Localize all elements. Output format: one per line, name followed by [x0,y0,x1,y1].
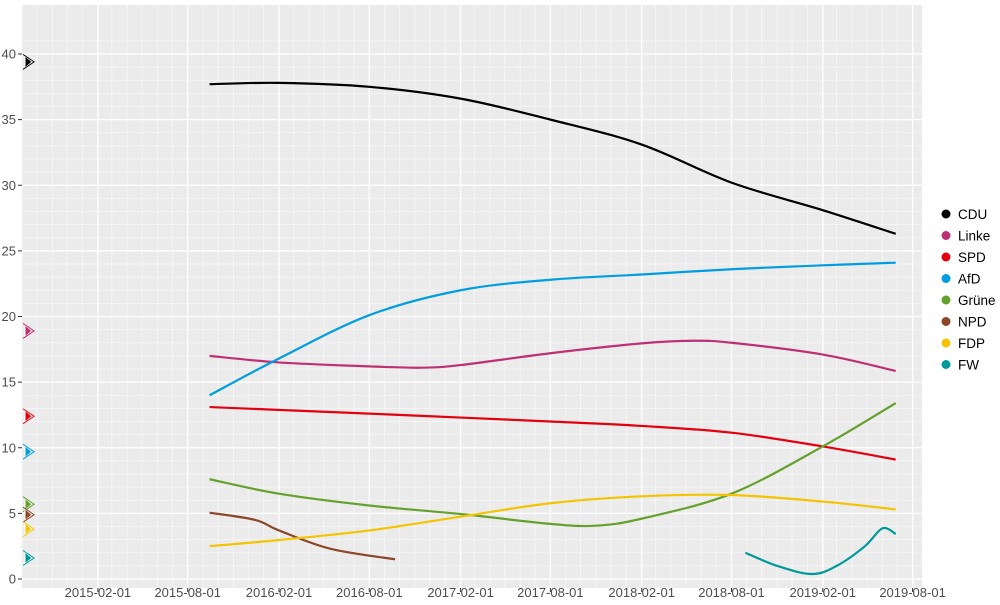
series-line-fdp [209,493,896,548]
major-gridlines [22,5,922,588]
y-tick-label: 25 [2,243,16,258]
series-line-fw [744,526,897,576]
x-tick-label: 2016-08-01 [336,585,403,600]
y-tick-label: 20 [2,309,16,324]
legend-label: FW [958,358,979,373]
previous-result-marker-outline [22,443,35,460]
x-tick-label: 2018-02-01 [608,585,675,600]
x-tick-label: 2019-02-01 [790,585,857,600]
previous-result-markers [22,53,35,566]
x-tick-label: 2015-02-01 [65,585,132,600]
series-line-cdu [209,81,897,235]
previous-result-marker-outline [22,550,35,566]
previous-result-marker-outline [22,408,35,425]
legend-label: Grüne [958,293,996,308]
legend-label: CDU [958,207,987,222]
legend-key [941,209,951,219]
y-tick-label: 30 [2,178,16,193]
legend-key [941,252,951,262]
legend: CDU Linke SPD AfD Grüne NPD FDP FW [941,207,996,373]
y-tick-label: 0 [9,572,16,587]
series-line-npd [209,511,396,561]
previous-result-marker-outline [22,53,35,70]
legend-label: Linke [958,229,990,244]
legend-label: FDP [958,336,985,351]
legend-label: NPD [958,315,987,330]
series-line-spd [209,405,896,461]
x-tick-label: 2017-08-01 [517,585,584,600]
legend-key [941,231,951,240]
previous-result-marker [24,444,33,459]
previous-result-marker [24,497,33,512]
series-line-linke [209,339,896,373]
legend-label: AfD [958,272,981,287]
y-tick-label: 5 [9,506,16,521]
legend-label: SPD [958,250,986,265]
previous-result-marker [24,522,33,537]
previous-result-marker-outline [22,323,35,339]
previous-result-marker [24,54,33,69]
x-axis: 2015-02-01 2015-08-01 2016-02-01 2016-08-01… [65,585,946,600]
x-tick-label: 2018-08-01 [698,585,765,600]
previous-result-marker-outline [22,521,35,538]
x-tick-label: 2019-08-01 [879,585,946,600]
y-tick-label: 10 [2,440,16,455]
legend-key [941,274,951,283]
x-tick-label: 2015-08-01 [154,585,221,600]
x-tick-label: 2016-02-01 [246,585,313,600]
series-lines [209,81,897,576]
y-axis: 0 5 10 15 20 25 30 35 40 [2,47,22,587]
y-tick-label: 40 [2,47,16,62]
previous-result-marker [24,323,33,339]
legend-key [941,360,951,369]
previous-result-marker [24,507,33,522]
previous-result-marker-outline [22,506,35,523]
x-tick-label: 2017-02-01 [427,585,494,600]
legend-key [941,338,951,348]
series-line-afd [209,261,896,397]
series-line-grüne [209,402,897,528]
y-tick-label: 35 [2,112,16,127]
legend-key [941,295,951,305]
previous-result-marker [24,409,33,424]
legend-key [941,317,951,326]
y-tick-label: 15 [2,375,16,390]
previous-result-marker [24,550,33,566]
